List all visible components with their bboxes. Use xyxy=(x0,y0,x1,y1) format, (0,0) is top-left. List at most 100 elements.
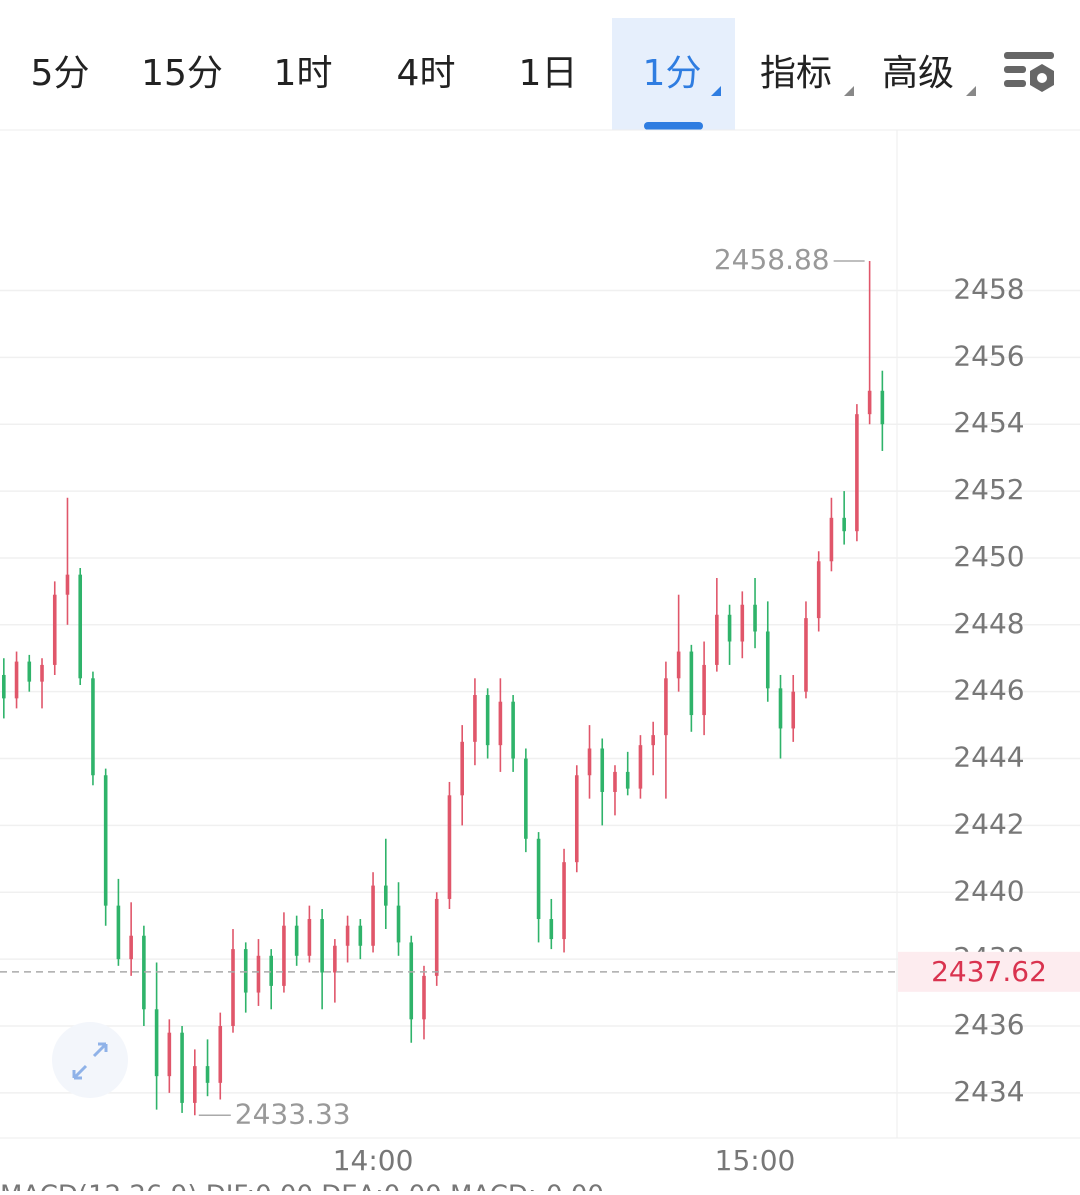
candle-body xyxy=(587,748,592,776)
candle-body xyxy=(434,898,439,976)
candle-body xyxy=(142,935,146,1010)
y-tick-label: 2456 xyxy=(953,339,1024,372)
candle-body xyxy=(727,614,732,642)
candle-body xyxy=(294,925,299,956)
settings-icon[interactable] xyxy=(1004,52,1054,92)
candle-body xyxy=(116,905,121,960)
candle-body xyxy=(715,614,719,665)
candle-body xyxy=(791,691,796,729)
expand-button[interactable] xyxy=(52,1022,128,1098)
candle-body xyxy=(78,574,83,679)
y-tick-label: 2444 xyxy=(953,741,1024,774)
candle-body xyxy=(447,795,452,899)
candle-body xyxy=(269,955,274,986)
candle-body xyxy=(473,695,477,742)
candle-body xyxy=(485,695,490,746)
y-tick-label: 2436 xyxy=(953,1008,1024,1041)
y-tick-label: 2448 xyxy=(953,607,1024,640)
candle-body xyxy=(333,945,337,973)
candle-body xyxy=(40,664,44,682)
x-tick-label: 15:00 xyxy=(715,1144,796,1177)
candle-body xyxy=(167,1032,172,1077)
y-tick-label: 2450 xyxy=(953,540,1024,573)
tab-arrow xyxy=(966,86,976,96)
candle-body xyxy=(740,604,745,642)
candle-body xyxy=(129,935,133,960)
candle-body xyxy=(320,919,324,973)
indicator-label: MACD(12,26,9) DIF:0.00 DEA:0.00 MACD:-0.… xyxy=(0,1181,604,1192)
tab[interactable]: 4时 xyxy=(397,53,456,94)
candle-body xyxy=(536,838,541,920)
candle-body xyxy=(702,664,706,716)
candle-body xyxy=(460,741,464,796)
candle-body xyxy=(829,517,834,562)
candle-body xyxy=(218,1026,223,1083)
tab[interactable]: 1分 xyxy=(643,53,702,94)
y-tick-label: 2458 xyxy=(953,272,1024,305)
x-tick-label: 14:00 xyxy=(333,1144,414,1177)
tab[interactable]: 高级 xyxy=(882,53,954,94)
candle-body xyxy=(307,919,312,956)
candle-body xyxy=(231,949,235,1026)
candle-body xyxy=(256,955,261,993)
candle-body xyxy=(27,661,32,682)
candle-body xyxy=(638,745,643,789)
candle-body xyxy=(549,919,554,940)
candle-body xyxy=(422,975,426,1020)
candle-body xyxy=(180,1032,184,1103)
candle-body xyxy=(409,942,414,1020)
candle-body xyxy=(383,885,388,906)
y-tick-label: 2446 xyxy=(953,674,1024,707)
candle-body xyxy=(14,661,19,699)
y-tick-label: 2454 xyxy=(953,406,1024,439)
candle-body xyxy=(205,1066,210,1083)
candle-body xyxy=(842,517,846,532)
candle-body xyxy=(574,775,579,863)
candle-body xyxy=(651,735,655,746)
last-price-bg xyxy=(898,951,1080,992)
y-tick-label: 2442 xyxy=(953,807,1024,840)
tab-arrow xyxy=(711,86,721,96)
candle-body xyxy=(562,862,566,940)
last-price-label: 2437.62 xyxy=(931,955,1047,988)
candle-body xyxy=(804,618,808,692)
candle-body xyxy=(154,1009,159,1077)
tab[interactable]: 1日 xyxy=(519,53,578,94)
candle-body xyxy=(600,748,605,792)
active-tab-underline xyxy=(644,122,703,130)
candle-body xyxy=(625,771,630,789)
candle-body xyxy=(524,758,528,839)
candle-body xyxy=(193,1066,197,1103)
tab[interactable]: 指标 xyxy=(760,53,832,94)
tab[interactable]: 15分 xyxy=(141,53,223,94)
active-tab-bg xyxy=(612,18,735,130)
candle-body xyxy=(778,688,783,729)
min-label: 2433.33 xyxy=(235,1097,351,1130)
candle-body xyxy=(243,949,248,993)
max-label: 2458.88 xyxy=(714,243,830,276)
candle-body xyxy=(65,574,70,595)
tab[interactable]: 5分 xyxy=(31,53,90,94)
candle-body xyxy=(855,414,859,532)
candle-body xyxy=(52,594,57,665)
candle-body xyxy=(880,390,885,425)
candle-body xyxy=(664,678,668,736)
candle-body xyxy=(689,651,694,716)
candle-body xyxy=(345,925,350,946)
candle-body xyxy=(371,885,375,946)
tab[interactable]: 1时 xyxy=(274,53,333,94)
candle-body xyxy=(498,701,503,746)
candle-body xyxy=(2,674,6,699)
candle-body xyxy=(358,925,363,946)
candle-body xyxy=(753,604,757,632)
y-tick-label: 2452 xyxy=(953,473,1024,506)
candle-body xyxy=(816,561,821,619)
candle-body xyxy=(676,651,681,679)
candle-body xyxy=(103,775,108,906)
candle-body xyxy=(91,678,95,776)
candle-body xyxy=(511,701,515,759)
candle-body xyxy=(765,631,770,689)
candle-body xyxy=(613,771,617,792)
